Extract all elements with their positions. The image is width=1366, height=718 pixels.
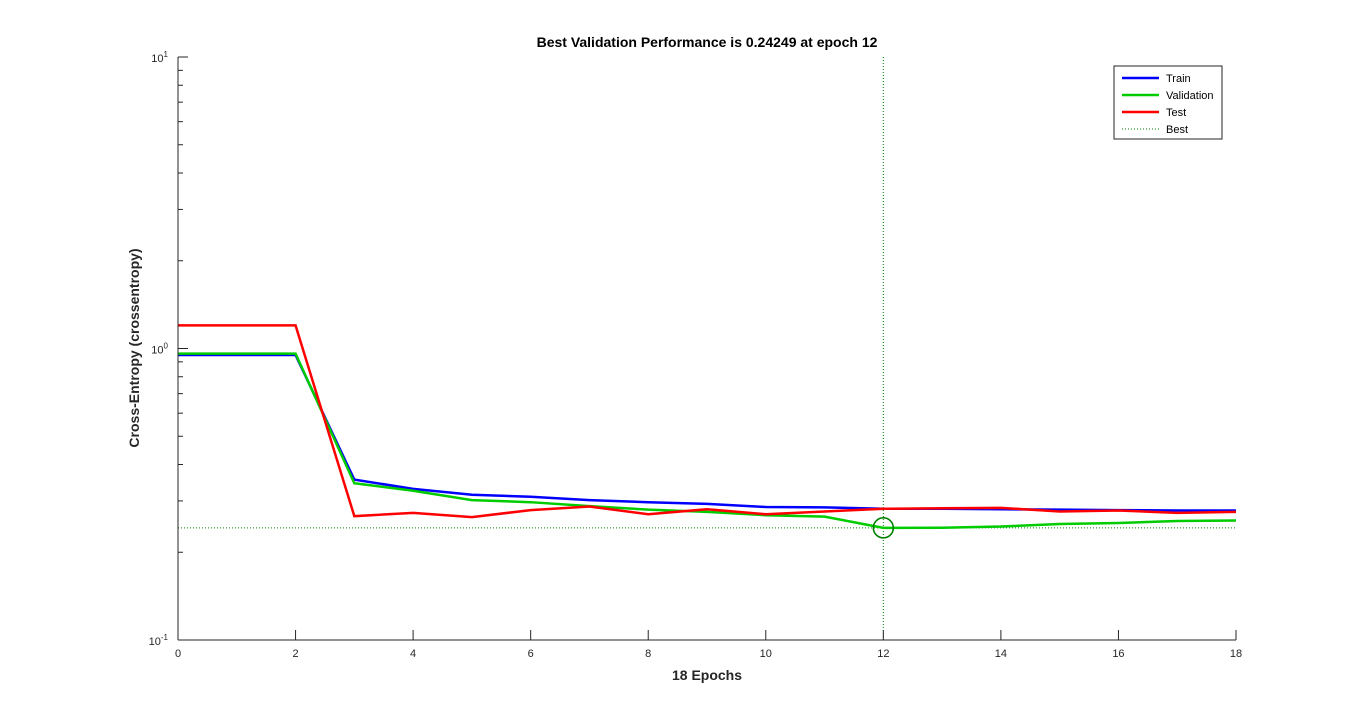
series-line-validation (178, 352, 1237, 530)
y-axis-ticks: 10-1 100 101 (149, 50, 188, 648)
x-tick-label: 0 (175, 648, 181, 660)
legend-label-train: Train (1166, 73, 1191, 85)
x-tick-label: 4 (410, 648, 416, 660)
x-tick-label: 10 (760, 648, 772, 660)
legend-label-best: Best (1166, 124, 1188, 136)
best-marker-lines (178, 57, 1236, 640)
x-tick-label: 12 (877, 648, 889, 660)
best-point-group (872, 517, 895, 539)
x-tick-label: 16 (1112, 648, 1124, 660)
x-tick-label: 8 (645, 648, 651, 660)
y-tick-label: 100 (151, 342, 168, 357)
series-line-train (178, 353, 1236, 512)
best-point-circle (872, 517, 895, 539)
x-tick-label: 2 (292, 648, 298, 660)
y-axis-label: Cross-Entropy (crossentropy) (126, 248, 142, 447)
x-tick-label: 14 (995, 648, 1007, 660)
x-tick-label: 6 (528, 648, 534, 660)
chart-title: Best Validation Performance is 0.24249 a… (537, 34, 878, 50)
series-line-test (178, 324, 1237, 519)
x-axis-label: 18 Epochs (672, 667, 742, 683)
legend-label-test: Test (1166, 107, 1186, 119)
plot-area (178, 57, 1236, 640)
y-tick-label: 101 (151, 50, 168, 65)
legend-label-validation: Validation (1166, 90, 1214, 102)
x-axis-ticks: 0 2 4 6 8 10 12 14 16 18 (175, 630, 1242, 660)
x-tick-label: 18 (1230, 648, 1242, 660)
legend: Train Validation Test Best (1113, 65, 1223, 140)
y-tick-label: 10-1 (149, 633, 169, 648)
series-lines (178, 324, 1237, 530)
